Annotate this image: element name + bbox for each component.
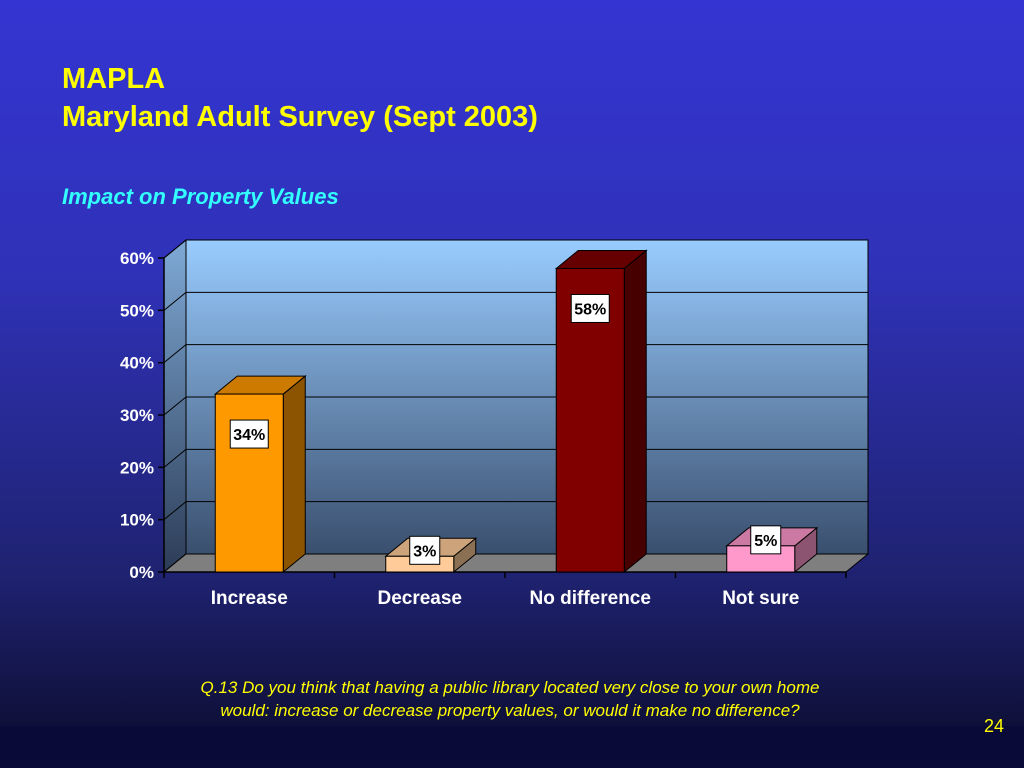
y-tick-label: 60% [120, 249, 154, 268]
gridline-side [163, 291, 187, 311]
y-tick-label: 50% [120, 301, 154, 320]
bars: 34% 3% 58% 5% [213, 249, 819, 574]
question-line-2: would: increase or decrease property val… [220, 701, 800, 720]
footer-band [0, 726, 1024, 768]
chart-subtitle: Impact on Property Values [62, 184, 339, 209]
data-label: 3% [413, 543, 436, 560]
x-axis-labels: Increase Decrease No difference Not sure [211, 588, 800, 609]
bar-no-difference: 58% [554, 249, 648, 574]
gridline-side [163, 344, 187, 364]
data-label: 58% [574, 301, 606, 318]
bar-increase: 34% [213, 375, 307, 574]
x-tick-label: No difference [530, 588, 651, 609]
bar-decrease: 3% [384, 535, 478, 574]
title-line-1: MAPLA [62, 63, 166, 95]
y-tick-label: 0% [129, 563, 154, 582]
data-label-box [750, 525, 782, 555]
bar-chart: 0% 10% 20% 30% 40% 50% 60% 34% 3% 58% 5% Increase… [120, 238, 870, 609]
gridline-side [163, 501, 187, 521]
title-line-2: Maryland Adult Survey (Sept 2003) [62, 101, 538, 133]
question-line-1: Q.13 Do you think that having a public l… [200, 678, 820, 697]
gridline-side [163, 448, 187, 468]
y-tick-label: 40% [120, 354, 154, 373]
data-label: 5% [754, 533, 777, 550]
data-label-box [570, 293, 610, 323]
data-label: 34% [233, 427, 265, 444]
gridline-side [163, 396, 187, 416]
y-tick-label: 10% [120, 511, 154, 530]
bar-not-sure: 5% [725, 525, 819, 574]
bar-side [623, 249, 647, 574]
x-tick-label: Decrease [377, 588, 462, 609]
y-tick-label: 30% [120, 406, 154, 425]
data-label-box [409, 535, 441, 565]
survey-question: Q.13 Do you think that having a public l… [130, 676, 890, 722]
gridline-side [163, 239, 187, 259]
page-number: 24 [983, 716, 1004, 736]
bar-side [282, 375, 306, 574]
slide-title: MAPLA Maryland Adult Survey (Sept 2003) [62, 60, 538, 136]
x-tick-label: Increase [211, 588, 288, 609]
x-tick-label: Not sure [722, 588, 799, 609]
y-tick-label: 20% [120, 458, 154, 477]
data-label-box [229, 419, 269, 449]
